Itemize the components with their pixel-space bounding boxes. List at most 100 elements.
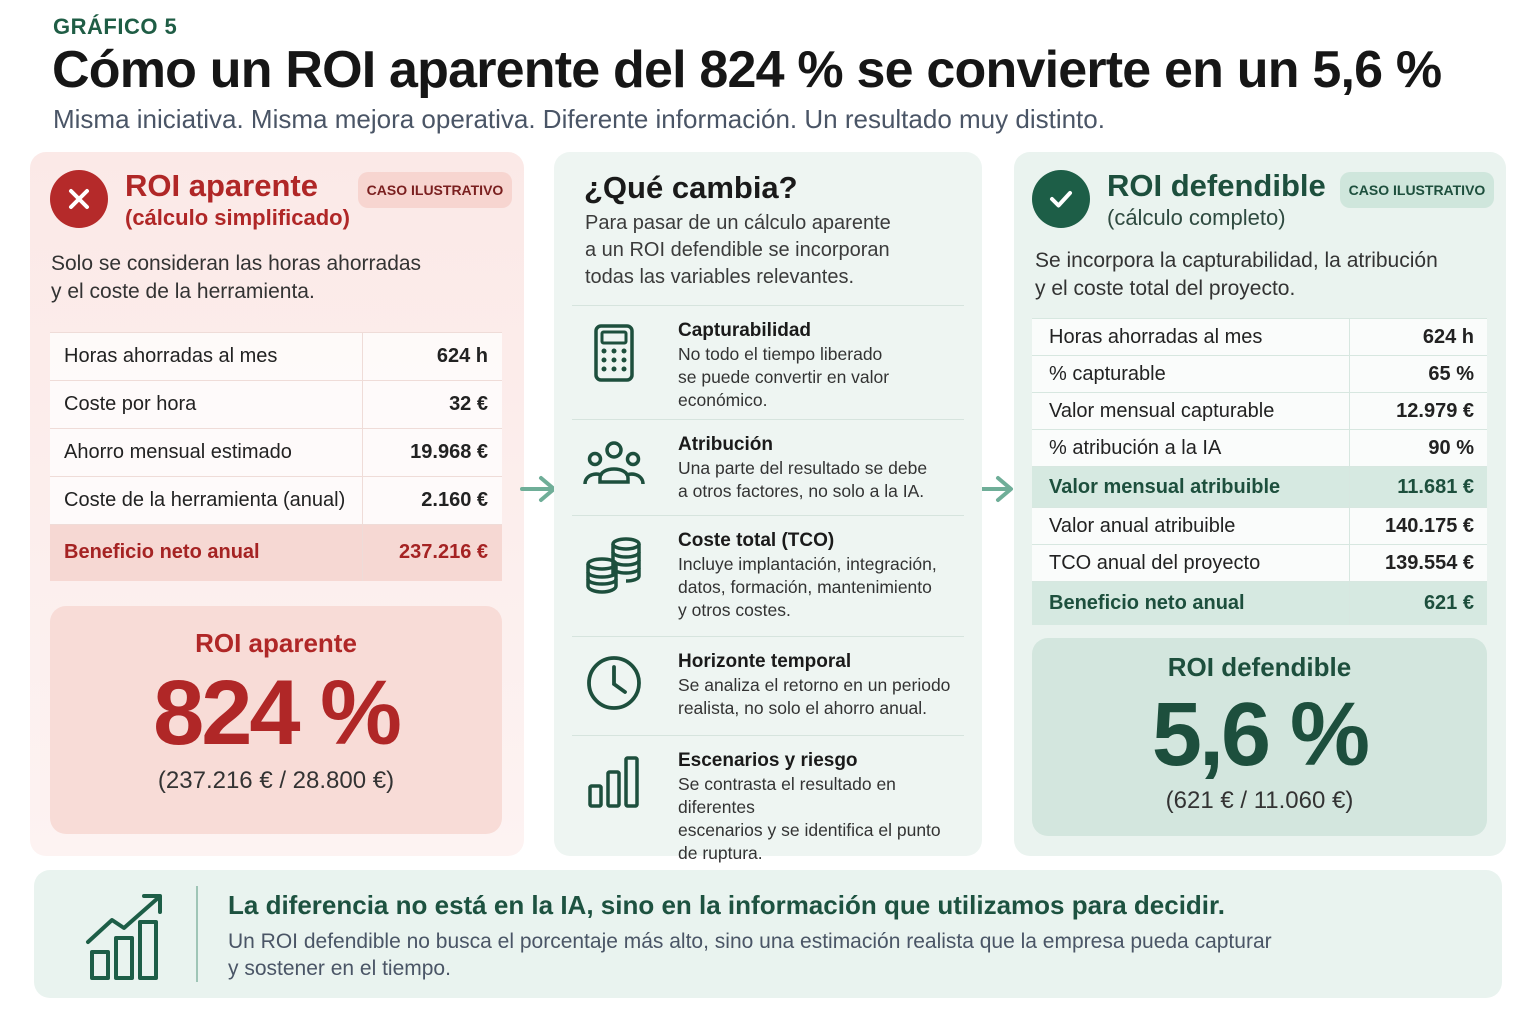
table-row: Horas ahorradas al mes 624 h [50,332,502,381]
table-row: Valor anual atribuible 140.175 € [1032,507,1487,545]
item-text: Se analiza el retorno en un periodo real… [678,674,968,720]
description-line: y el coste de la herramienta. [51,280,315,303]
table-row: % atribución a la IA 90 % [1032,429,1487,467]
roi-label: ROI defendible [1167,652,1352,682]
divider [196,886,198,982]
item-text-line: económico. [678,390,768,410]
apparent-roi-title: ROI aparente [125,168,318,203]
table-row-total: Beneficio neto anual 237.216 € [50,524,502,581]
defensible-roi-table: Horas ahorradas al mes 624 h % capturabl… [1032,318,1487,625]
item-text-line: se puede convertir en valor [678,367,890,387]
defensible-roi-result: ROI defendible 5,6 % (621 € / 11.060 €) [1032,638,1487,836]
row-value: 32 € [361,380,502,429]
table-row: TCO anual del proyecto 139.554 € [1032,544,1487,582]
defensible-roi-description: Se incorpora la capturabilidad, la atrib… [1035,247,1438,303]
apparent-roi-table: Horas ahorradas al mes 624 h Coste por h… [50,332,502,581]
row-label: Horas ahorradas al mes [1032,318,1349,356]
row-value: 19.968 € [361,428,502,477]
checkmark-icon [1032,170,1090,228]
cross-icon [50,170,108,228]
change-item-time-horizon: Horizonte temporal Se analiza el retorno… [572,636,964,735]
conclusion-headline: La diferencia no está en la IA, sino en … [228,890,1225,920]
row-value: 139.554 € [1348,544,1487,582]
description-line: a un ROI defendible se incorporan [585,239,890,261]
arrow-right-icon [519,474,559,504]
item-text-line: a otros factores, no solo a la IA. [678,481,925,501]
roi-value: 824 % [153,662,402,764]
apparent-roi-subtitle: (cálculo simplificado) [125,205,350,230]
item-text-line: escenarios y se identifica el punto [678,820,941,840]
item-title: Escenarios y riesgo [678,750,858,771]
description-line: Solo se consideran las horas ahorradas [51,252,422,275]
table-row-highlight: Valor mensual atribuible 11.681 € [1032,466,1487,508]
table-row: Valor mensual capturable 12.979 € [1032,392,1487,430]
description-line: todas las variables relevantes. [585,266,855,288]
growth-chart-icon [84,890,170,982]
row-label: % capturable [1032,355,1349,393]
roi-value: 5,6 % [1151,685,1370,785]
change-item-capturability: Capturabilidad No todo el tiempo liberad… [572,305,964,419]
people-group-icon [582,434,646,498]
arrow-right-icon [976,474,1016,504]
row-value: 624 h [361,332,502,381]
item-text: Se contrasta el resultado en diferentes … [678,773,968,865]
item-text-line: datos, formación, mantenimiento [678,577,932,597]
table-row: Ahorro mensual estimado 19.968 € [50,428,502,477]
row-value: 237.216 € [361,524,502,581]
table-row: % capturable 65 % [1032,355,1487,393]
item-text: Incluye implantación, integración, datos… [678,553,968,622]
change-item-scenarios-risk: Escenarios y riesgo Se contrasta el resu… [572,735,964,863]
roi-label: ROI aparente [195,628,357,658]
defensible-roi-title: ROI defendible [1107,168,1326,203]
item-title: Capturabilidad [678,320,812,341]
coins-stack-icon [582,532,646,596]
page-subtitle: Misma iniciativa. Misma mejora operativa… [53,104,1105,134]
conclusion-banner: La diferencia no está en la IA, sino en … [34,870,1502,998]
row-value: 11.681 € [1348,466,1487,508]
item-text-line: Incluye implantación, integración, [678,554,937,574]
row-value: 90 % [1348,429,1487,467]
row-label: TCO anual del proyecto [1032,544,1349,582]
change-item-tco: Coste total (TCO) Incluye implantación, … [572,515,964,636]
row-label: Valor anual atribuible [1032,507,1349,545]
row-label: Beneficio neto anual [1032,581,1349,625]
illustrative-case-badge: CASO ILUSTRATIVO [1340,172,1494,208]
apparent-roi-result: ROI aparente 824 % (237.216 € / 28.800 €… [50,606,502,834]
item-text: Una parte del resultado se debe a otros … [678,457,968,503]
row-label: Ahorro mensual estimado [50,428,362,477]
conclusion-text: Un ROI defendible no busca el porcentaje… [228,928,1358,982]
table-row: Coste de la herramienta (anual) 2.160 € [50,476,502,525]
row-label: Valor mensual capturable [1032,392,1349,430]
item-text-line: Se contrasta el resultado en diferentes [678,774,896,817]
what-changes-description: Para pasar de un cálculo aparente a un R… [585,210,945,291]
item-text-line: Una parte del resultado se debe [678,458,928,478]
conclusion-text-line: y sostener en el tiempo. [228,957,451,980]
item-text: No todo el tiempo liberado se puede conv… [678,343,968,412]
table-row: Horas ahorradas al mes 624 h [1032,318,1487,356]
roi-formula: (237.216 € / 28.800 €) [157,767,395,794]
row-label: Beneficio neto anual [50,524,362,581]
row-label: Coste por hora [50,380,362,429]
item-title: Horizonte temporal [678,651,852,672]
illustrative-case-badge: CASO ILUSTRATIVO [358,172,512,208]
row-value: 621 € [1348,581,1487,625]
item-text-line: No todo el tiempo liberado [678,344,883,364]
what-changes-title: ¿Qué cambia? [584,170,798,205]
row-value: 2.160 € [361,476,502,525]
item-text-line: Se analiza el retorno en un periodo [678,675,951,695]
description-line: Para pasar de un cálculo aparente [585,212,891,234]
row-value: 65 % [1348,355,1487,393]
apparent-roi-description: Solo se consideran las horas ahorradas y… [51,250,421,306]
what-changes-panel [554,152,982,856]
item-title: Atribución [678,434,773,455]
chart-kicker: GRÁFICO 5 [53,14,178,39]
row-label: Valor mensual atribuible [1032,466,1349,508]
item-text-line: realista, no solo el ahorro anual. [678,698,928,718]
description-line: y el coste total del proyecto. [1035,277,1296,300]
change-item-attribution: Atribución Una parte del resultado se de… [572,419,964,515]
bar-chart-icon [582,750,646,814]
item-text-line: y otros costes. [678,600,791,620]
description-line: Se incorpora la capturabilidad, la atrib… [1035,249,1438,272]
table-row: Coste por hora 32 € [50,380,502,429]
calculator-icon [582,322,646,386]
